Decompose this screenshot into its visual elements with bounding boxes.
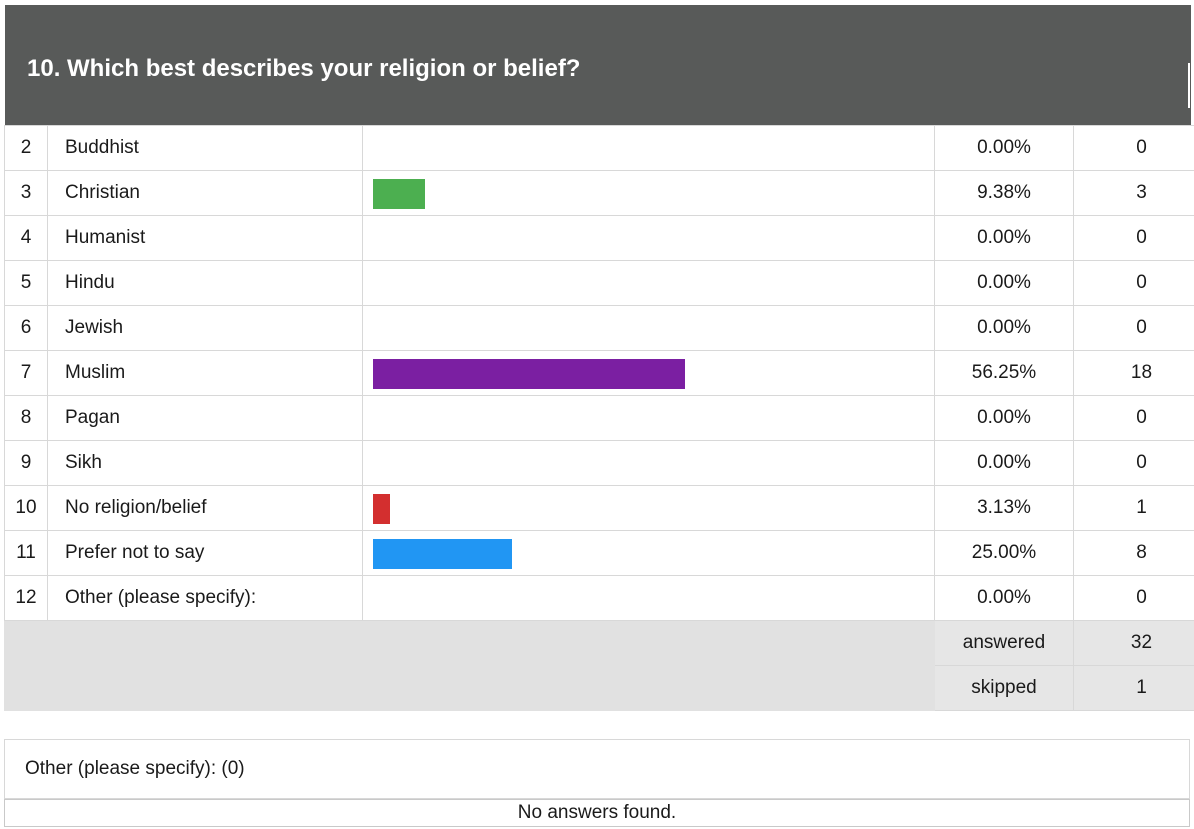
bar-cell: [362, 485, 935, 531]
question-title: 10. Which best describes your religion o…: [27, 55, 581, 82]
option-label: Pagan: [47, 395, 363, 441]
table-row: 10 No religion/belief 3.13% 1: [4, 485, 1194, 531]
percent-value: 56.25%: [934, 350, 1074, 396]
count-value: 8: [1073, 530, 1194, 576]
option-label: Prefer not to say: [47, 530, 363, 576]
count-value: 0: [1073, 125, 1194, 171]
count-value: 0: [1073, 575, 1194, 621]
percent-value: 0.00%: [934, 260, 1074, 306]
row-number: 4: [4, 215, 48, 261]
count-value: 18: [1073, 350, 1194, 396]
bar-cell: [362, 125, 935, 171]
percent-value: 0.00%: [934, 440, 1074, 486]
other-responses-label: Other (please specify): (0): [25, 758, 245, 779]
skipped-label: skipped: [934, 665, 1074, 711]
row-number: 3: [4, 170, 48, 216]
percent-value: 25.00%: [934, 530, 1074, 576]
table-row: 3 Christian 9.38% 3: [4, 170, 1194, 216]
bar-cell: [362, 530, 935, 576]
count-value: 3: [1073, 170, 1194, 216]
summary-spacer: [4, 665, 935, 711]
table-row: 12 Other (please specify): 0.00% 0: [4, 575, 1194, 621]
option-label: Humanist: [47, 215, 363, 261]
bar-cell: [362, 215, 935, 261]
bar-no-religion-belief: [373, 494, 391, 524]
summary-spacer: [4, 620, 935, 666]
bar-prefer-not-to-say: [373, 539, 512, 569]
other-responses-heading: Other (please specify): (0): [4, 739, 1190, 799]
table-row: 11 Prefer not to say 25.00% 8: [4, 530, 1194, 576]
results-table: 2 Buddhist 0.00% 0 3 Christian 9.38% 3 4 Humanist…: [4, 125, 1194, 711]
count-value: 1: [1073, 485, 1194, 531]
bar-cell: [362, 395, 935, 441]
row-number: 9: [4, 440, 48, 486]
bar-cell: [362, 350, 935, 396]
percent-value: 0.00%: [934, 395, 1074, 441]
answered-row: answered 32: [4, 620, 1194, 666]
row-number: 11: [4, 530, 48, 576]
bar-cell: [362, 305, 935, 351]
row-number: 5: [4, 260, 48, 306]
bar-muslim: [373, 359, 686, 389]
table-row: 2 Buddhist 0.00% 0: [4, 125, 1194, 171]
table-row: 7 Muslim 56.25% 18: [4, 350, 1194, 396]
row-number: 12: [4, 575, 48, 621]
count-value: 0: [1073, 215, 1194, 261]
option-label: Sikh: [47, 440, 363, 486]
table-row: 9 Sikh 0.00% 0: [4, 440, 1194, 486]
percent-value: 0.00%: [934, 125, 1074, 171]
table-row: 6 Jewish 0.00% 0: [4, 305, 1194, 351]
option-label: Christian: [47, 170, 363, 216]
table-row: 5 Hindu 0.00% 0: [4, 260, 1194, 306]
percent-value: 0.00%: [934, 215, 1074, 261]
count-value: 0: [1073, 260, 1194, 306]
percent-value: 0.00%: [934, 305, 1074, 351]
option-label: No religion/belief: [47, 485, 363, 531]
skipped-value: 1: [1073, 665, 1194, 711]
count-value: 0: [1073, 440, 1194, 486]
row-number: 7: [4, 350, 48, 396]
option-label: Other (please specify):: [47, 575, 363, 621]
option-label: Hindu: [47, 260, 363, 306]
count-value: 0: [1073, 305, 1194, 351]
results-rows: 2 Buddhist 0.00% 0 3 Christian 9.38% 3 4 Humanist…: [4, 125, 1194, 621]
answered-label: answered: [934, 620, 1074, 666]
bar-cell: [362, 440, 935, 486]
table-row: 8 Pagan 0.00% 0: [4, 395, 1194, 441]
count-value: 0: [1073, 395, 1194, 441]
percent-value: 3.13%: [934, 485, 1074, 531]
skipped-row: skipped 1: [4, 665, 1194, 711]
row-number: 10: [4, 485, 48, 531]
row-number: 8: [4, 395, 48, 441]
option-label: Jewish: [47, 305, 363, 351]
option-label: Muslim: [47, 350, 363, 396]
no-answers-message: No answers found.: [4, 799, 1190, 827]
row-number: 2: [4, 125, 48, 171]
row-number: 6: [4, 305, 48, 351]
bar-cell: [362, 260, 935, 306]
percent-value: 9.38%: [934, 170, 1074, 216]
header-edge-marker: [1188, 63, 1190, 108]
bar-christian: [373, 179, 426, 209]
bar-cell: [362, 170, 935, 216]
answered-value: 32: [1073, 620, 1194, 666]
option-label: Buddhist: [47, 125, 363, 171]
bar-cell: [362, 575, 935, 621]
table-row: 4 Humanist 0.00% 0: [4, 215, 1194, 261]
question-header: 10. Which best describes your religion o…: [5, 5, 1191, 126]
percent-value: 0.00%: [934, 575, 1074, 621]
